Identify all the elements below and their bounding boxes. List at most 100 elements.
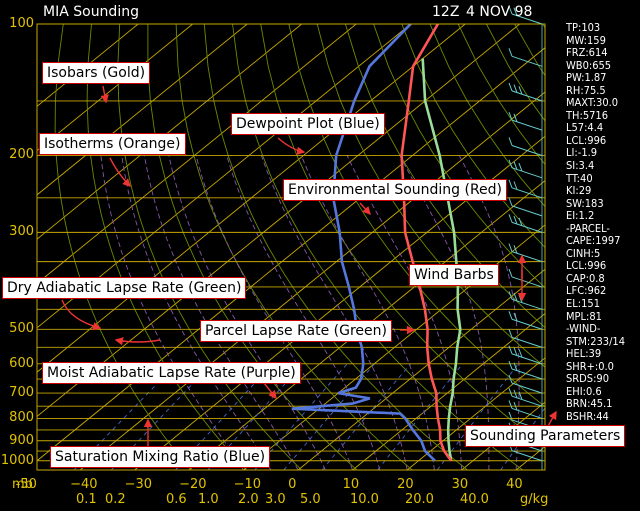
callout-mixing-ratio: Saturation Mixing Ratio (Blue) [50,446,271,468]
temperature-tick-label: −20 [179,477,207,492]
parcel-lapse-line [421,58,462,461]
sounding-parameter: LI:-1.9 [566,146,598,160]
dry-adiabat-line [429,24,545,207]
pressure-tick-label: 800 [9,410,34,426]
dry-adiabat-line [344,24,545,329]
wind-barb-flag [518,86,523,95]
isotherm-line [297,268,545,470]
sounding-parameter: KI:29 [566,184,592,198]
plot-area [37,24,545,470]
sounding-parameter: -PARCEL- [566,221,610,235]
dewpoint-line [291,24,436,462]
callout-moist-adiabatic: Moist Adiabatic Lapse Rate (Purple) [42,362,301,384]
wind-barb [508,291,543,310]
mixing-ratio-line [377,363,463,470]
wind-barb-flag [508,48,513,57]
callout-parcel: Parcel Lapse Rate (Green) [200,320,392,342]
sounding-parameter: HEL:39 [566,347,602,361]
wind-barb-flag [508,5,513,15]
sounding-parameter: L57:4.4 [566,121,604,135]
wind-barb-flag [508,82,513,92]
isotherm-line [406,357,545,470]
mixing-ratio-tick-label: 40.0 [460,492,489,507]
wind-barb-flag [508,268,513,278]
wind-barb-flag [518,349,523,358]
mixing-ratio-line [283,363,375,470]
sounding-parameter: EI:1.2 [566,209,595,223]
mixing-ratio-tick-label: 0.2 [105,492,126,507]
pressure-tick-label: 500 [9,321,34,337]
isotherm-line [134,135,545,470]
sounding-parameter: BRN:45.1 [566,397,613,411]
wind-barb [508,345,543,365]
isotherm-line [37,24,139,107]
wind-barb-flag [508,400,513,409]
temperature-tick-label: -50 [15,477,37,492]
sounding-parameter: SI:3.4 [566,159,595,173]
sounding-parameter: CINH:5 [566,246,601,260]
dry-adiabat-line [175,24,413,470]
callout-environmental: Environmental Sounding (Red) [283,179,508,201]
moist-adiabat-lines [100,155,520,470]
wind-barb [508,388,543,407]
mixing-ratio-tick-label: 2.0 [238,492,259,507]
wind-barb-staff [511,205,543,217]
wind-barb-flag [508,197,513,207]
isotherm-line [37,24,302,240]
moist-adiabat-line [121,155,272,470]
wind-barb-flag [513,245,518,254]
sounding-parameter: -WIND- [566,322,601,336]
mixing-ratio-tick-label: 10.0 [350,492,379,507]
sounding-parameter: LCL:996 [566,133,607,147]
isotherm-line [37,24,411,329]
dry-adiabat-line [373,24,545,289]
temperature-tick-label: 40 [506,477,523,492]
sounding-parameter: STM:233/14 [566,334,626,348]
wind-barb-flag [508,137,513,146]
wind-barb [508,311,543,330]
wind-barb-flag [508,360,513,370]
dry-adiabat-line [86,24,247,470]
isotherm-line [37,24,466,373]
dry-adiabat-line [147,24,358,470]
wind-barb [508,400,543,419]
mixing-ratio-tick-label: 1.0 [198,492,219,507]
temperature-tick-label: −10 [233,477,262,492]
mixing-ratio-tick-label: 20.0 [405,492,434,507]
moist-adiabat-line [226,155,381,470]
wind-barb [508,111,543,131]
wind-barb-flag [508,243,513,252]
sounding-parameter: CAP:0.8 [566,271,605,285]
wind-barb-staff [511,144,543,156]
isotherm-line [37,47,545,462]
wind-barb-flag [513,181,518,190]
wind-barb-flag [513,113,518,123]
isotherm-lines [37,24,545,470]
wind-barb-flag [508,345,513,355]
environmental-sounding-line [400,24,453,462]
wind-barb-flag [513,7,518,16]
mixing-ratio-line [500,407,545,470]
mixing-ratio-tick-label: 3.0 [265,492,286,507]
callout-arrows [61,85,557,446]
wind-barb-flag [518,217,523,226]
callout-dry-adiabatic: Dry Adiabatic Lapse Rate (Green) [2,277,247,299]
moist-adiabat-line [346,155,463,470]
callout-sounding-parameters: Sounding Parameters [465,425,626,447]
callout-isobars: Isobars (Gold) [42,62,151,84]
wind-barb [508,48,543,67]
moist-adiabat-line [399,155,490,470]
sounding-parameter: WB0:655 [566,58,612,72]
sounding-parameter: PW:1.87 [566,71,607,85]
pressure-tick-label: 900 [9,432,34,448]
sounding-parameter: MPL:81 [566,309,602,323]
temperature-tick-label: 0 [288,477,297,492]
sounding-parameters-list: TP:103 MW:159 FRZ:614 WB0:655 PW:1.87 RH:75.5… [566,21,640,424]
wind-barb [508,159,543,179]
wind-barb-flag [518,163,523,172]
sounding-parameter: RH:75.5 [566,83,606,97]
mixing-ratio-tick-label: 0.6 [166,492,187,507]
sounding-traces [291,24,462,462]
moist-adiabat-line [100,155,244,470]
moist-adiabat-line [195,155,354,470]
